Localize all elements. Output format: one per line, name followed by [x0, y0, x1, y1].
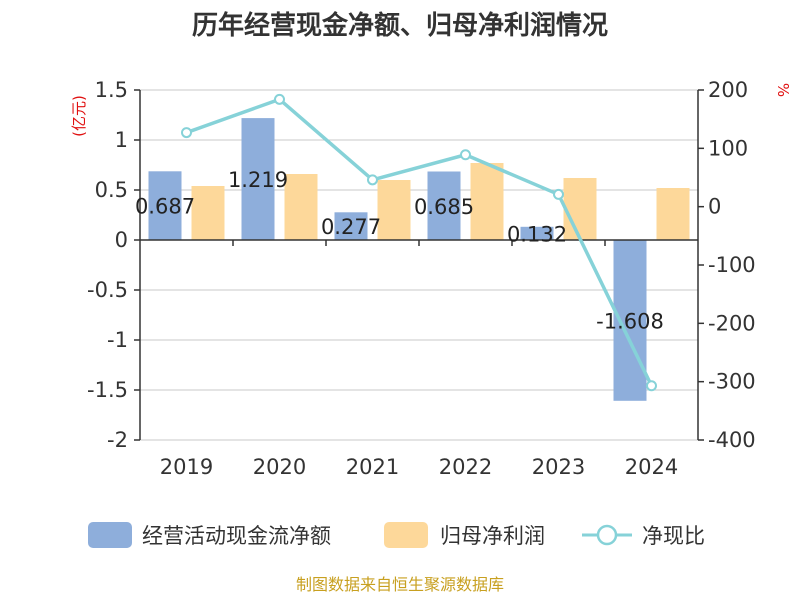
left-tick-label: -1: [107, 328, 128, 352]
data-label-cashflow: 0.687: [135, 195, 195, 219]
right-tick-label: -200: [708, 311, 756, 335]
left-tick-label: 0.5: [95, 178, 128, 202]
legend-item-netprofit[interactable]: 归母净利润: [384, 522, 545, 548]
x-tick-label: 2021: [346, 455, 399, 479]
left-tick-label: -2: [107, 428, 128, 452]
right-tick-label: -100: [708, 253, 756, 277]
right-axis-unit: %: [774, 83, 792, 97]
ratio-point: [181, 127, 192, 139]
x-tick-label: 2024: [625, 455, 678, 479]
legend-swatch-cashflow: [88, 522, 132, 548]
legend-label-netprofit: 归母净利润: [440, 524, 545, 548]
bar-cashflow: [427, 171, 461, 240]
legend-label-cashflow: 经营活动现金流净额: [142, 524, 331, 548]
ratio-point: [367, 174, 378, 186]
legend-item-ratio[interactable]: 净现比: [582, 524, 705, 548]
x-tick-label: 2020: [253, 455, 306, 479]
bar-netprofit: [191, 186, 225, 240]
right-tick-label: 0: [708, 195, 721, 219]
bar-netprofit: [470, 163, 504, 240]
ratio-point: [646, 380, 657, 392]
right-tick-label: -300: [708, 370, 756, 394]
right-tick-label: 200: [708, 78, 748, 102]
source-note: 制图数据来自恒生聚源数据库: [296, 575, 504, 594]
data-labels: 0.687 1.219 0.277 0.685 0.132 -1.608: [135, 168, 664, 333]
bar-netprofit: [377, 180, 411, 240]
legend-item-cashflow[interactable]: 经营活动现金流净额: [88, 522, 331, 548]
left-tick-label: -0.5: [87, 278, 128, 302]
right-tick-label: 100: [708, 136, 748, 160]
legend-swatch-ratio-marker: [596, 524, 618, 546]
bar-netprofit: [284, 174, 318, 240]
x-tick-label: 2019: [160, 455, 213, 479]
x-tick-label: 2023: [532, 455, 585, 479]
data-label-cashflow: 0.277: [321, 215, 381, 239]
legend-swatch-netprofit: [384, 522, 428, 548]
ratio-point: [460, 149, 471, 161]
ratio-line: [181, 93, 657, 392]
ratio-line-path: [185, 97, 654, 387]
legend-label-ratio: 净现比: [642, 524, 705, 548]
left-tick-label: 1: [115, 128, 128, 152]
data-label-cashflow: 1.219: [228, 168, 288, 192]
bar-cashflow: [241, 118, 275, 240]
bar-cashflow: [334, 212, 368, 240]
bar-netprofit: [656, 188, 690, 240]
bar-cashflow: [148, 171, 182, 240]
legend: 经营活动现金流净额 归母净利润 净现比: [88, 522, 705, 548]
left-tick-label: 1.5: [95, 78, 128, 102]
data-label-cashflow: 0.132: [507, 222, 567, 246]
gridlines: [140, 89, 698, 441]
left-tick-label: -1.5: [87, 378, 128, 402]
bars: [148, 118, 690, 401]
tick-labels: 1.5 1 0.5 0 -0.5 -1 -1.5 -2 200 100 0 -100 -200 -300 -…: [87, 78, 756, 479]
chart-title: 历年经营现金净额、归母净利润情况: [192, 10, 608, 41]
bar-netprofit: [563, 178, 597, 240]
left-axis-unit: (亿元): [70, 95, 88, 137]
data-label-cashflow: -1.608: [596, 309, 664, 333]
data-label-cashflow: 0.685: [414, 195, 474, 219]
bar-cashflow: [520, 226, 554, 240]
right-tick-label: -400: [708, 428, 756, 452]
ratio-point: [274, 93, 285, 105]
left-tick-label: 0: [115, 228, 128, 252]
x-tick-label: 2022: [439, 455, 492, 479]
ratio-point: [553, 188, 564, 200]
axes: [134, 89, 704, 441]
